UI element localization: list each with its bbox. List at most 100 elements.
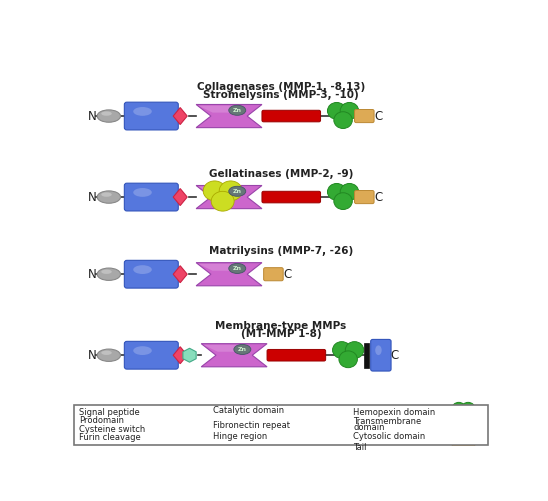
Text: C: C [374,110,383,123]
Ellipse shape [122,407,145,417]
Polygon shape [198,106,239,113]
Polygon shape [125,423,135,435]
Polygon shape [196,185,262,208]
Ellipse shape [461,402,475,415]
Ellipse shape [334,193,352,209]
Ellipse shape [306,407,323,417]
Text: Collagenases (MMP-1, -8,13): Collagenases (MMP-1, -8,13) [197,82,365,92]
Polygon shape [203,345,244,352]
Ellipse shape [456,409,470,421]
Polygon shape [173,266,187,283]
Text: Catalytic domain: Catalytic domain [213,406,284,415]
Text: C: C [374,190,383,203]
FancyBboxPatch shape [300,431,346,441]
Text: domain: domain [353,422,385,431]
Ellipse shape [97,268,121,281]
Ellipse shape [334,112,352,128]
FancyBboxPatch shape [455,426,472,446]
Polygon shape [173,108,187,125]
Ellipse shape [124,417,135,421]
Text: Membrane-type MMPs: Membrane-type MMPs [215,321,346,331]
Text: N: N [88,110,96,123]
Ellipse shape [229,186,246,196]
Ellipse shape [375,345,381,355]
Text: (MT-MMP 1-8): (MT-MMP 1-8) [241,329,321,339]
Ellipse shape [97,110,121,122]
Ellipse shape [328,183,346,200]
Polygon shape [183,348,196,362]
Text: Fibronectin repeat: Fibronectin repeat [213,421,290,430]
Text: Stromelysins (MMP-3, -10): Stromelysins (MMP-3, -10) [203,90,359,100]
Text: N: N [88,190,96,203]
FancyBboxPatch shape [370,339,391,371]
Text: Transmembrane: Transmembrane [353,417,421,426]
Polygon shape [196,105,262,128]
Text: N: N [88,349,96,362]
Polygon shape [198,187,239,193]
Text: Zn: Zn [238,347,247,352]
FancyBboxPatch shape [262,191,321,203]
Ellipse shape [203,181,226,201]
Text: C: C [283,268,292,281]
Ellipse shape [133,346,152,355]
Ellipse shape [133,107,152,116]
Ellipse shape [126,409,136,412]
FancyBboxPatch shape [264,268,283,281]
Ellipse shape [459,430,464,436]
Text: Cytosolic domain: Cytosolic domain [353,431,425,440]
FancyBboxPatch shape [262,110,321,122]
Ellipse shape [229,105,246,115]
Ellipse shape [97,191,121,203]
Text: Prodomain: Prodomain [79,416,124,425]
Ellipse shape [133,188,152,197]
Ellipse shape [293,412,311,428]
Text: Zn: Zn [233,266,242,271]
Ellipse shape [340,103,359,119]
FancyBboxPatch shape [355,110,374,123]
Text: Signal peptide: Signal peptide [79,408,140,417]
Polygon shape [173,347,187,364]
Ellipse shape [299,420,318,437]
Ellipse shape [133,265,152,274]
Ellipse shape [339,351,357,368]
Text: Tail: Tail [353,442,367,451]
Text: Gellatinases (MMP-2, -9): Gellatinases (MMP-2, -9) [209,169,353,179]
FancyBboxPatch shape [124,341,178,369]
Ellipse shape [452,402,466,415]
Ellipse shape [97,349,121,361]
Ellipse shape [340,183,359,200]
Ellipse shape [211,191,234,211]
FancyBboxPatch shape [267,350,326,361]
Ellipse shape [101,270,112,274]
Polygon shape [173,188,187,205]
Ellipse shape [219,181,242,201]
Bar [73,405,488,445]
Text: Zn: Zn [233,189,242,194]
Ellipse shape [333,342,351,358]
Ellipse shape [234,344,251,355]
Ellipse shape [101,351,112,355]
Text: Zn: Zn [311,409,319,414]
Ellipse shape [345,342,364,358]
FancyBboxPatch shape [124,183,178,211]
Bar [460,418,467,431]
Text: Hemopexin domain: Hemopexin domain [353,408,435,417]
FancyBboxPatch shape [117,413,151,428]
Ellipse shape [229,264,246,274]
FancyBboxPatch shape [452,442,475,452]
Ellipse shape [328,103,346,119]
Text: N: N [88,268,96,281]
Polygon shape [198,264,239,271]
Text: Matrilysins (MMP-7, -26): Matrilysins (MMP-7, -26) [209,246,353,256]
Text: Hinge region: Hinge region [213,432,267,441]
Polygon shape [290,409,316,413]
Bar [364,343,369,368]
Text: C: C [391,349,399,362]
Ellipse shape [101,111,112,116]
Polygon shape [288,408,331,423]
Ellipse shape [306,412,324,428]
Polygon shape [201,344,267,367]
Ellipse shape [101,192,112,197]
FancyBboxPatch shape [124,102,178,130]
Text: Furin cleavage: Furin cleavage [79,433,141,442]
